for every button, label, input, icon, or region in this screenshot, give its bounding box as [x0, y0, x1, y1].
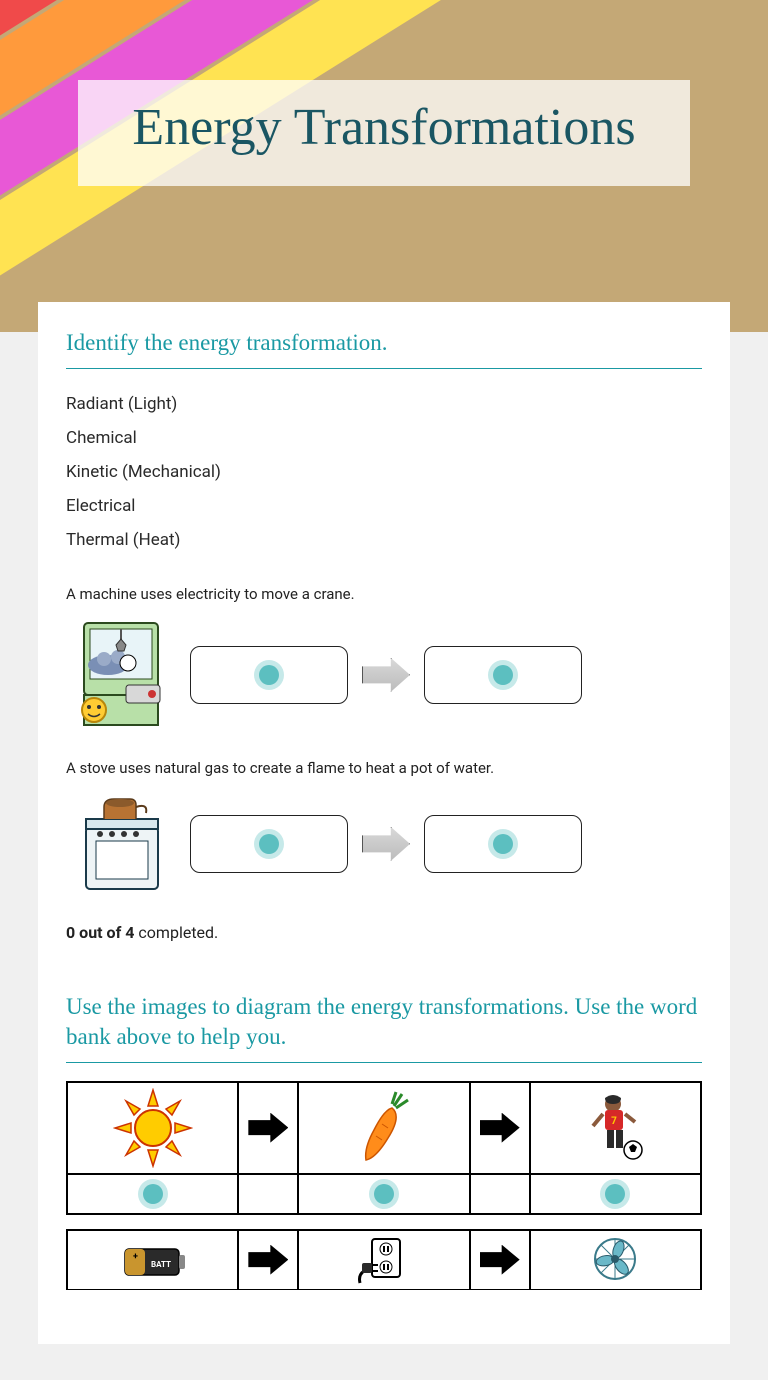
drop-target-icon — [493, 665, 513, 685]
arrow-icon — [480, 1113, 520, 1143]
section2-title: Use the images to diagram the energy tra… — [66, 992, 702, 1063]
page-title: Energy Transformations — [98, 98, 670, 158]
spacer-cell — [238, 1174, 298, 1214]
svg-text:+: + — [133, 1252, 138, 1262]
title-box: Energy Transformations — [78, 80, 690, 186]
progress-count: 0 out of 4 — [66, 923, 134, 942]
drop-target-icon — [259, 834, 279, 854]
progress-tail: completed. — [134, 923, 218, 942]
claw-machine-icon — [66, 615, 176, 735]
worksheet-card: Identify the energy transformation. Radi… — [38, 302, 730, 1344]
arrow-cell — [470, 1082, 530, 1174]
drop-target-icon — [493, 834, 513, 854]
arrow-icon — [248, 1113, 288, 1143]
svg-text:BATT: BATT — [151, 1260, 171, 1269]
sun-icon — [113, 1088, 193, 1168]
dropzone[interactable] — [190, 646, 348, 704]
arrow-icon — [248, 1245, 288, 1275]
exercise2-row — [66, 789, 702, 899]
exercise1-prompt: A machine uses electricity to move a cra… — [66, 585, 702, 603]
dropzone[interactable] — [424, 646, 582, 704]
exercise1-row — [66, 615, 702, 735]
drop-target-icon — [143, 1184, 163, 1204]
image-cell-carrot — [298, 1082, 469, 1174]
dropzone[interactable] — [190, 815, 348, 873]
exercise2-prompt: A stove uses natural gas to create a fla… — [66, 759, 702, 777]
header-banner: Energy Transformations — [0, 0, 768, 332]
carrot-icon — [344, 1088, 424, 1168]
svg-text:7: 7 — [611, 1116, 617, 1127]
arrow-cell — [470, 1230, 530, 1290]
stove-icon — [66, 789, 176, 899]
arrow-icon — [362, 827, 410, 861]
dropzone[interactable] — [67, 1174, 238, 1214]
dropzone[interactable] — [424, 815, 582, 873]
image-cell-fan — [530, 1230, 701, 1290]
word-bank-item: Kinetic (Mechanical) — [66, 455, 702, 489]
soccer-player-icon: 7 — [575, 1088, 655, 1168]
plug-outlet-icon — [344, 1235, 424, 1285]
arrow-cell — [238, 1082, 298, 1174]
dropzone[interactable] — [298, 1174, 469, 1214]
word-bank-item: Thermal (Heat) — [66, 523, 702, 557]
arrow-icon — [480, 1245, 520, 1275]
drop-target-icon — [374, 1184, 394, 1204]
fan-icon — [575, 1235, 655, 1285]
progress-text: 0 out of 4 completed. — [66, 923, 702, 942]
drop-target-icon — [605, 1184, 625, 1204]
diagram-row-2: + BATT — [66, 1229, 702, 1290]
image-cell-soccer-player: 7 — [530, 1082, 701, 1174]
image-cell-battery: + BATT — [67, 1230, 238, 1290]
battery-icon: + BATT — [113, 1235, 193, 1285]
arrow-cell — [238, 1230, 298, 1290]
word-bank-list: Radiant (Light) Chemical Kinetic (Mechan… — [66, 387, 702, 557]
section1-title: Identify the energy transformation. — [66, 328, 702, 369]
dropzone[interactable] — [530, 1174, 701, 1214]
arrow-icon — [362, 658, 410, 692]
word-bank-item: Electrical — [66, 489, 702, 523]
spacer-cell — [470, 1174, 530, 1214]
word-bank-item: Radiant (Light) — [66, 387, 702, 421]
diagram-row-1: 7 — [66, 1081, 702, 1215]
word-bank-item: Chemical — [66, 421, 702, 455]
drop-target-icon — [259, 665, 279, 685]
image-cell-sun — [67, 1082, 238, 1174]
image-cell-plug — [298, 1230, 469, 1290]
